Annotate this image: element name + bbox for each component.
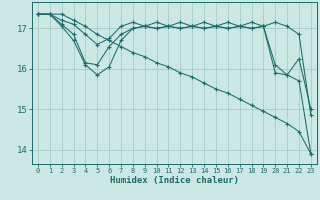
- X-axis label: Humidex (Indice chaleur): Humidex (Indice chaleur): [110, 176, 239, 185]
